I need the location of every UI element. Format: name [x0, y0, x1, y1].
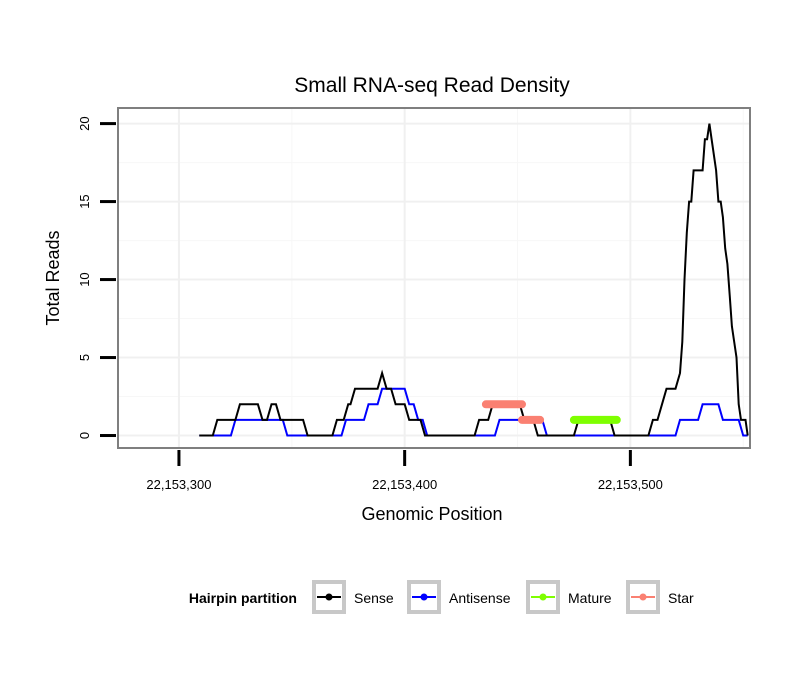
y-axis: 0 5 10 15 20 — [77, 116, 116, 439]
legend: Hairpin partition Sense Antisense Mature St… — [189, 580, 694, 614]
x-tick-label: 22,153,400 — [372, 477, 437, 492]
y-tick-label: 10 — [77, 272, 92, 286]
legend-point-antisense — [420, 593, 428, 601]
x-tick-label: 22,153,300 — [146, 477, 211, 492]
legend-label-antisense: Antisense — [449, 590, 511, 606]
y-axis-title: Total Reads — [43, 230, 63, 325]
legend-label-star: Star — [668, 590, 694, 606]
chart-title: Small RNA-seq Read Density — [294, 74, 570, 97]
x-tick-label: 22,153,500 — [598, 477, 663, 492]
y-tick-label: 5 — [77, 354, 92, 361]
legend-point-mature — [539, 593, 547, 601]
y-tick-label: 20 — [77, 116, 92, 130]
series-star-point — [519, 401, 526, 408]
legend-point-star — [639, 593, 647, 601]
legend-label-mature: Mature — [568, 590, 612, 606]
legend-point-sense — [325, 593, 333, 601]
series-sense-line — [199, 123, 749, 437]
x-axis: 22,153,300 22,153,400 22,153,500 — [146, 450, 663, 492]
grid-minor — [118, 108, 750, 448]
y-tick-label: 15 — [77, 194, 92, 208]
series-layer — [199, 123, 749, 437]
plot-background — [118, 108, 750, 448]
x-axis-title: Genomic Position — [361, 504, 502, 524]
series-mature-point — [613, 416, 620, 423]
plot-panel-border — [117, 107, 751, 449]
series-star-point — [537, 416, 544, 423]
legend-label-sense: Sense — [354, 590, 394, 606]
y-tick-label: 0 — [77, 432, 92, 439]
legend-title: Hairpin partition — [189, 590, 297, 606]
